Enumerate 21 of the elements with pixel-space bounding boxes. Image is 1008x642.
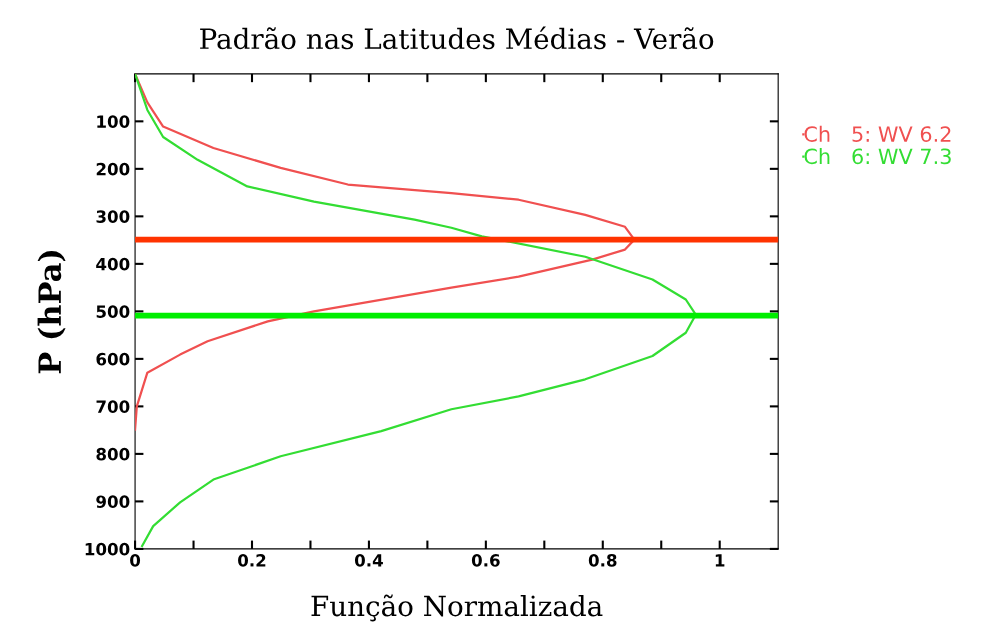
x-axis-title: Função Normalizada (311, 594, 603, 622)
y-tick-label: 800 (96, 447, 130, 461)
x-tick-label: 0.2 (238, 554, 266, 567)
y-tick-label: 600 (96, 352, 130, 366)
x-tick-label: 0.4 (354, 554, 383, 567)
x-tick-label: 1 (715, 554, 725, 567)
y-tick-label: 100 (97, 115, 130, 128)
x-tick-label: 0 (130, 554, 141, 567)
y-tick-label: 1000 (85, 542, 130, 556)
y-tick-label: 500 (96, 305, 130, 318)
y-tick-label: 900 (96, 495, 130, 508)
x-tick-label: 0.8 (588, 554, 617, 567)
legend-label: Ch 5: WV 6.2 (804, 125, 951, 142)
y-tick-label: 300 (96, 210, 130, 223)
y-tick-label: 700 (96, 400, 130, 413)
x-tick-label: 0.6 (471, 554, 500, 567)
y-axis-title: P (hPa) (37, 250, 66, 374)
y-tick-label: 400 (96, 257, 130, 271)
chart-title: Padrão nas Latitudes Médias - Verão (200, 26, 714, 50)
y-tick-label: 200 (96, 162, 130, 176)
legend-label: Ch 6: WV 7.3 (804, 148, 951, 165)
